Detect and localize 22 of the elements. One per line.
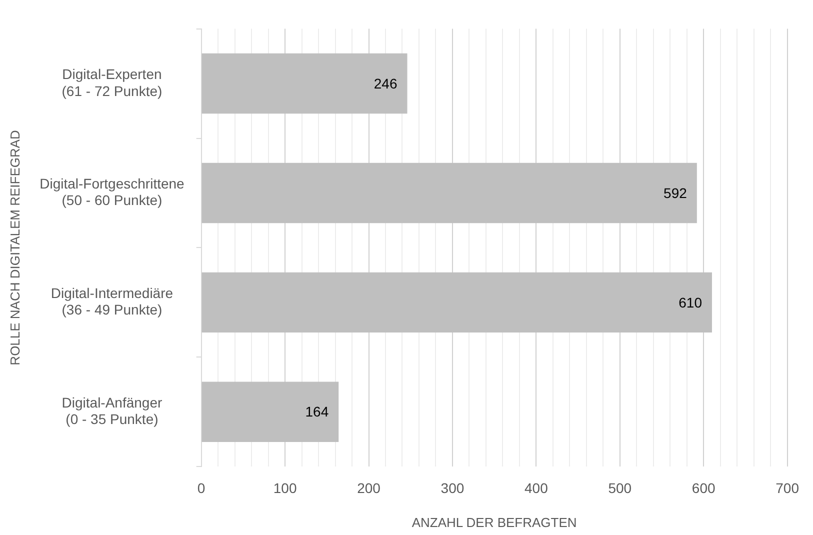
bar <box>202 162 697 224</box>
x-tick-label: 500 <box>608 480 632 496</box>
data-label: 610 <box>678 294 702 310</box>
x-tick-label: 100 <box>273 480 297 496</box>
y-tick-label: Digital-Intermediäre (36 - 49 Punkte) <box>50 284 174 318</box>
y-axis-title: ROLLE NACH DIGITALEM REIFEGRAD <box>7 130 22 366</box>
data-label: 592 <box>664 184 688 201</box>
bar <box>202 272 712 333</box>
x-axis-title: ANZAHL DER BEFRAGTEN <box>412 514 577 530</box>
data-label: 164 <box>305 404 329 420</box>
x-tick-label: 300 <box>440 480 464 496</box>
x-tick-label: 400 <box>524 480 548 496</box>
bar <box>202 53 408 114</box>
x-tick-label: 200 <box>357 480 381 496</box>
y-tick-label: Digital-Fortgeschrittene (50 - 60 Punkte) <box>40 175 185 208</box>
data-label: 246 <box>374 75 398 92</box>
y-tick-label: Digital-Anfänger (0 - 35 Punkte) <box>62 394 162 428</box>
x-tick-label: 700 <box>776 480 800 496</box>
y-tick-label: Digital-Experten (61 - 72 Punkte) <box>62 66 162 99</box>
x-tick-label: 0 <box>197 480 206 496</box>
x-tick-label: 600 <box>692 480 716 496</box>
bar <box>202 382 339 442</box>
